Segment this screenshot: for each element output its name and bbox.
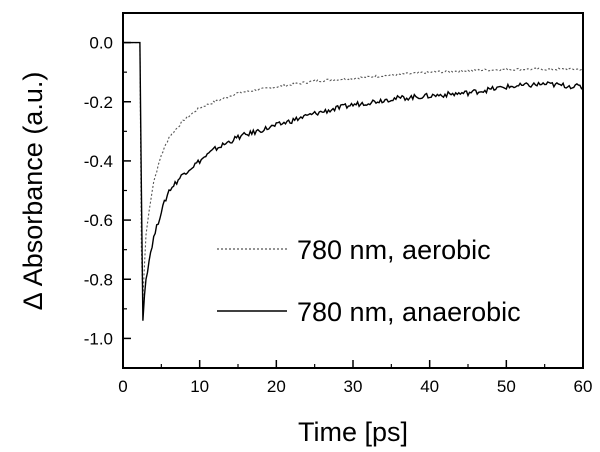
y-tick-label: -0.8 [84,270,113,289]
legend: 780 nm, aerobic 780 nm, anaerobic [217,235,521,327]
legend-label-anaerobic: 780 nm, anaerobic [297,297,521,327]
x-axis-title: Time [ps] [298,417,408,447]
series-anaerobic-line [123,43,583,321]
legend-label-aerobic: 780 nm, aerobic [297,235,491,265]
x-tick-label: 0 [118,377,127,396]
y-tick-label: -0.6 [84,211,113,230]
x-tick-label: 20 [267,377,286,396]
y-tick-label: -1.0 [84,329,113,348]
x-tick-label: 50 [497,377,516,396]
x-tick-label: 40 [420,377,439,396]
y-axis-title: Δ Absorbance (a.u.) [18,72,48,311]
x-tick-label: 10 [190,377,209,396]
x-axis-ticks: 0 10 20 30 40 50 60 [118,360,592,396]
y-tick-label: -0.2 [84,93,113,112]
x-tick-label: 30 [344,377,363,396]
y-tick-label: -0.4 [84,152,113,171]
y-tick-label: 0.0 [89,34,113,53]
x-tick-label: 60 [574,377,593,396]
series-layer [123,43,583,321]
